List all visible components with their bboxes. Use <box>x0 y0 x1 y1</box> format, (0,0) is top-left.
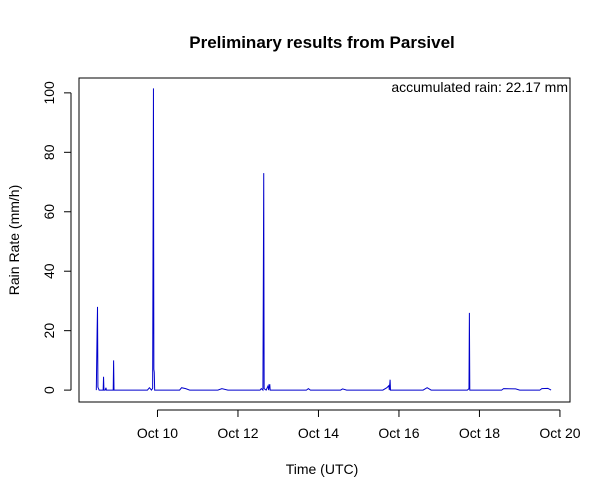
y-tick-label: 40 <box>41 263 57 279</box>
y-tick-label: 80 <box>41 144 57 160</box>
x-tick-label: Oct 20 <box>539 425 580 441</box>
rain-rate-series-line <box>95 88 552 392</box>
x-tick-label: Oct 18 <box>459 425 500 441</box>
y-axis-label: Rain Rate (mm/h) <box>6 185 22 295</box>
chart-title: Preliminary results from Parsivel <box>189 33 455 52</box>
y-tick-label: 100 <box>41 81 57 105</box>
series-layer <box>95 88 552 392</box>
x-axis: Oct 10 Oct 12 Oct 14 Oct 16 Oct 18 Oct 20 <box>137 409 581 441</box>
x-tick-label: Oct 12 <box>217 425 258 441</box>
accumulated-rain-annotation: accumulated rain: 22.17 mm <box>391 79 568 95</box>
y-tick-label: 0 <box>41 386 57 394</box>
plot-area <box>78 77 571 403</box>
x-tick-label: Oct 10 <box>137 425 178 441</box>
y-axis: 0 20 40 60 80 100 <box>41 81 72 394</box>
x-tick-label: Oct 16 <box>378 425 419 441</box>
y-tick-label: 60 <box>41 204 57 220</box>
y-tick-label: 20 <box>41 323 57 339</box>
plot-frame <box>78 77 571 403</box>
x-axis-label: Time (UTC) <box>286 461 359 477</box>
x-tick-label: Oct 14 <box>298 425 339 441</box>
